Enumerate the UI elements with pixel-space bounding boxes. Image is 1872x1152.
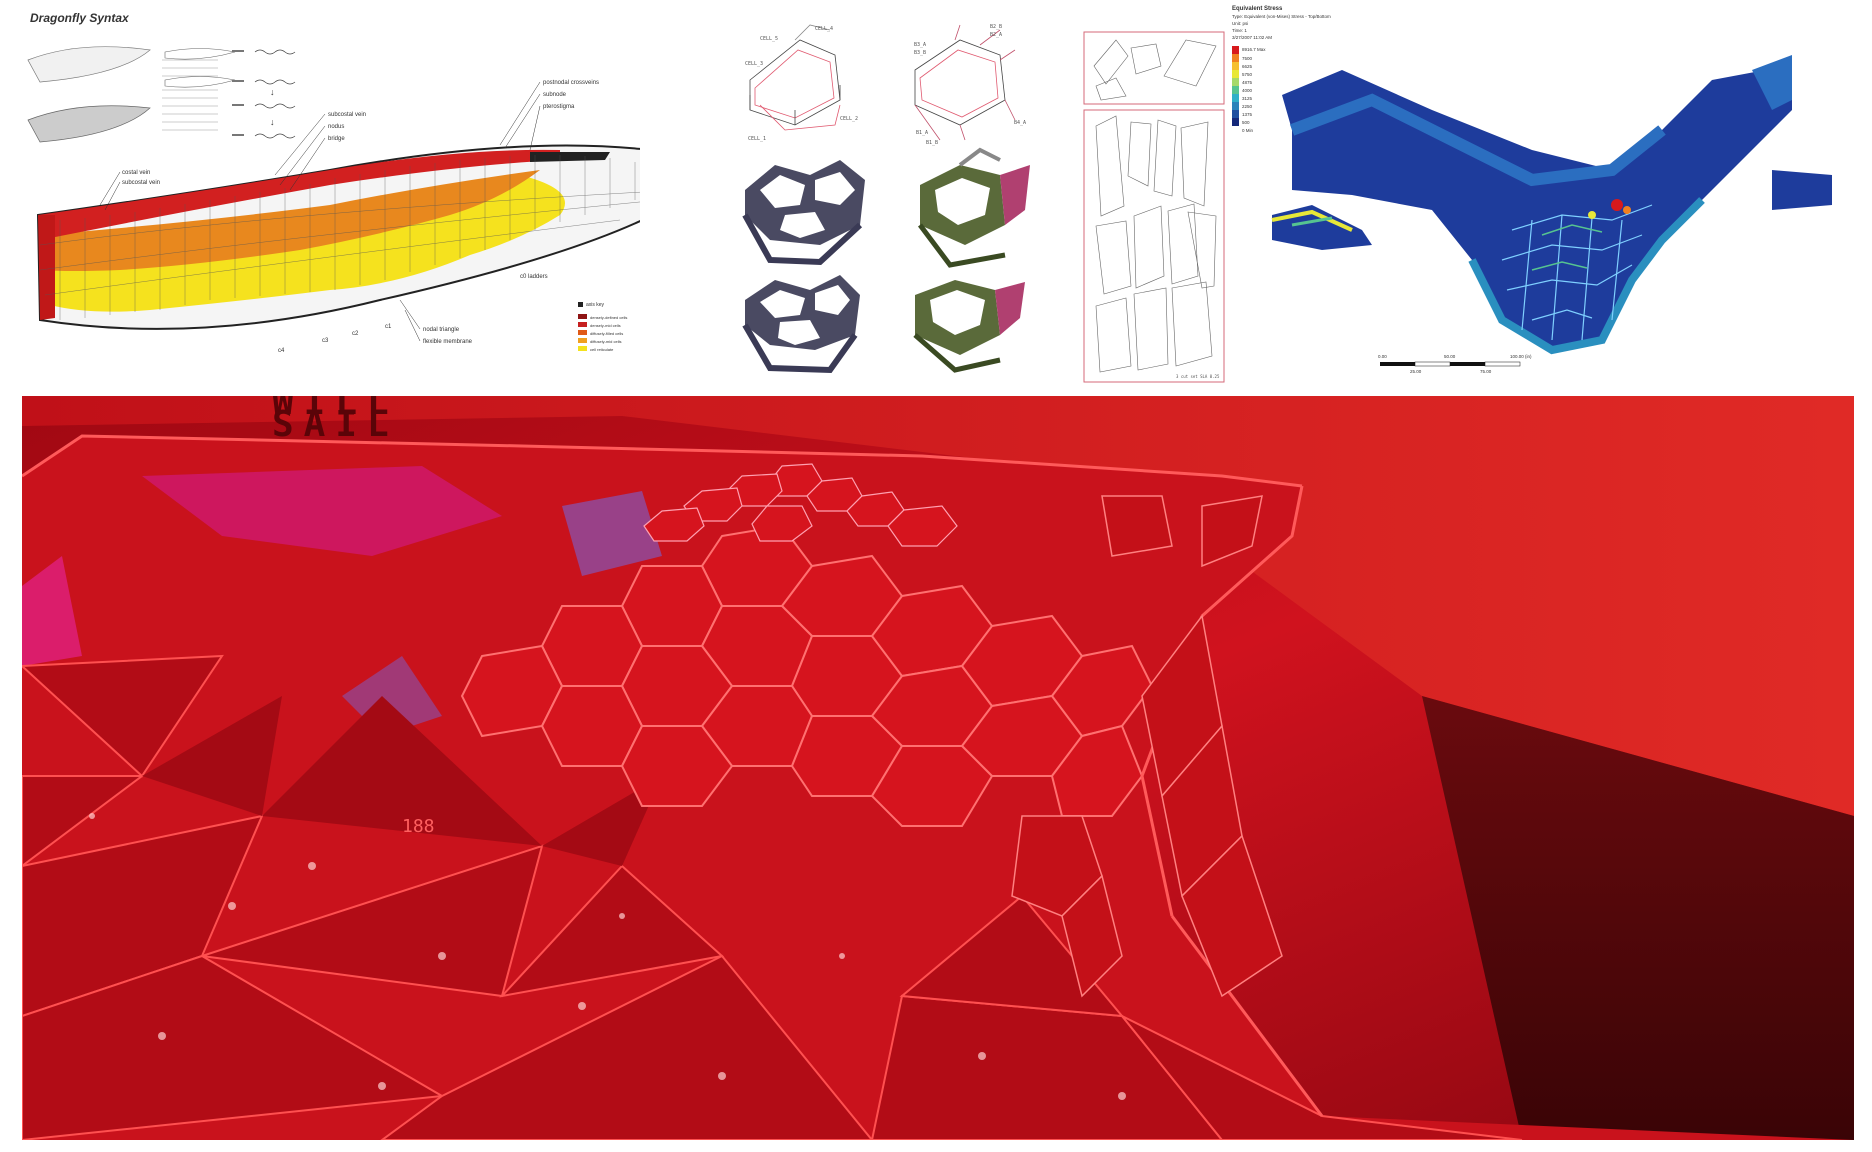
cell-label-b2a: B2_A [990, 32, 1002, 38]
cell-label-b2b: B2_B [990, 24, 1002, 30]
wing-labels [99, 81, 541, 342]
legend-tick-1: 6625 [1242, 64, 1253, 69]
cell-label-b1b: B1_B [926, 140, 938, 146]
legend-tick-8: 500 [1242, 120, 1250, 125]
cell-label-b3b: B3_B [914, 50, 926, 56]
stress-analysis-diagram: Equivalent Stress Type: Equivalent (von-… [1232, 0, 1872, 385]
label-subnode: subnode [543, 92, 567, 98]
legend-item-2: diffusely-filled cells [590, 331, 623, 336]
cut-sheet-main [1083, 109, 1225, 383]
axis-c4: c4 [278, 348, 285, 354]
exploded-cell-a [749, 24, 841, 131]
legend-tick-7: 1375 [1242, 112, 1253, 117]
stress-subtitle-1: Unit: psi [1232, 21, 1248, 26]
legend-swatch-3 [578, 338, 587, 343]
scale-bar: 0.00 50.00 100.00 (in) 25.00 75.00 [1378, 354, 1532, 374]
scale-top-1: 50.00 [1444, 354, 1456, 359]
axis-c0: c0 ladders [520, 274, 548, 280]
label-subcostal: subcostal vein [122, 180, 160, 186]
label-nodal-triangle: nodal triangle [423, 327, 460, 333]
label-bridge: bridge [328, 136, 345, 142]
axis-c2: c2 [352, 331, 359, 337]
stencil-line-2: SAIL [272, 404, 399, 445]
legend-swatch-2 [578, 330, 587, 335]
cell-label-1: CELL_1 [748, 136, 766, 142]
legend-tick-3: 4875 [1242, 80, 1253, 85]
cut-pieces [1093, 39, 1217, 373]
label-flexible-membrane: flexible membrane [423, 339, 473, 345]
cut-sheet-diagram: 3 cut set SLA 0.25 [1076, 26, 1228, 388]
legend-item-0: densely-defined cells [590, 315, 627, 320]
legend-item-3: diffusely-mid cells [590, 339, 622, 344]
panel-number: 188 [402, 816, 435, 837]
cell-components-diagram: CELL_4 CELL_5 CELL_3 CELL_2 CELL_1 B2_B … [700, 0, 1070, 385]
wing-legend: axis key densely-defined cells densely-m… [578, 302, 627, 352]
stress-subtitle-3: 3/27/2007 11:02 AM [1232, 35, 1272, 40]
legend-min: 0 Min [1242, 128, 1254, 133]
label-subcostal-2: subcostal vein [328, 112, 366, 118]
stress-legend: 8916.7 Max 7500 6625 5750 4875 4000 3125… [1232, 46, 1266, 133]
installation-photo: WILL SAIL [22, 396, 1854, 1140]
stress-subtitle-0: Type: Equivalent (von-Mises) Stress - To… [1232, 14, 1331, 19]
scale-bottom-1: 75.00 [1480, 369, 1492, 374]
axis-c3: c3 [322, 338, 329, 344]
wing-thumbnails: ↓ ↓ [27, 46, 296, 143]
honeycomb-cells [460, 524, 1154, 827]
label-costal: costal vein [122, 170, 150, 176]
legend-tick-0: 7500 [1242, 56, 1253, 61]
cell-label-b4a: B4_A [1014, 120, 1026, 126]
cell-label-3: CELL_3 [745, 61, 763, 67]
fea-model [1271, 55, 1832, 355]
legend-tick-4: 4000 [1242, 88, 1253, 93]
label-postnodal: postnodal crossveins [543, 80, 599, 86]
legend-item-4: cell reticulate [590, 347, 614, 352]
cell-label-2: CELL_2 [840, 116, 858, 122]
legend-tick-2: 5750 [1242, 72, 1253, 77]
svg-text:↓: ↓ [270, 117, 275, 127]
cell-label-5: CELL_5 [760, 36, 778, 42]
cell-label-b1a: B1_A [916, 130, 928, 136]
scale-top-2: 100.00 (in) [1510, 354, 1532, 359]
axis-c1: c1 [385, 324, 392, 330]
stress-title: Equivalent Stress [1232, 6, 1283, 12]
cut-sheet-note: 3 cut set SLA 0.25 [1176, 374, 1220, 379]
legend-max: 8916.7 Max [1242, 47, 1266, 52]
legend-title: axis key [586, 302, 605, 308]
legend-swatch-1 [578, 322, 587, 327]
legend-tick-6: 2250 [1242, 104, 1253, 109]
legend-item-1: densely-mid cells [590, 323, 621, 328]
svg-text:↓: ↓ [270, 87, 275, 97]
exploded-cell-b [914, 24, 1016, 141]
cell-label-b3a: B3_A [914, 42, 926, 48]
diagram-title: Dragonfly Syntax [30, 11, 130, 25]
cell-model-grey-2 [742, 275, 860, 374]
label-pterostigma: pterostigma [543, 104, 575, 110]
stencil-line-1: WILL [272, 396, 399, 423]
legend-swatch-0 [578, 314, 587, 319]
wing-shape [36, 144, 640, 330]
label-nodus: nodus [328, 124, 344, 130]
dragonfly-wing-diagram: Dragonfly Syntax ↓ ↓ [0, 0, 640, 385]
cell-model-grey-1 [742, 160, 865, 266]
scale-top-0: 0.00 [1378, 354, 1387, 359]
legend-tick-5: 3125 [1242, 96, 1253, 101]
scale-bottom-0: 25.00 [1410, 369, 1422, 374]
cell-model-green-1 [918, 147, 1030, 268]
cell-label-4: CELL_4 [815, 26, 833, 32]
stress-subtitle-2: Time: 1 [1232, 28, 1247, 33]
cell-model-green-2 [913, 280, 1025, 373]
legend-swatch-4 [578, 346, 587, 351]
sculpture-surface: 188 [22, 434, 1854, 1140]
